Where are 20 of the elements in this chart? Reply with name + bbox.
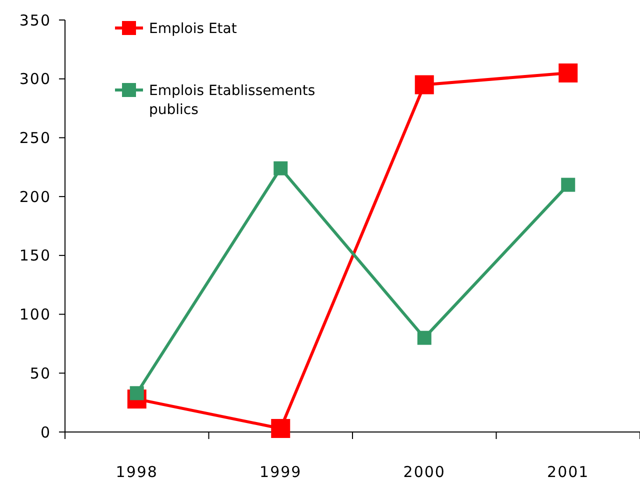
point <box>558 63 578 82</box>
x-tick-label: 1999 <box>260 463 302 481</box>
y-tick-label: 100 <box>19 306 51 324</box>
point <box>414 75 434 94</box>
x-tick-label: 1998 <box>116 463 158 481</box>
x-tick-label: 2001 <box>547 463 590 481</box>
y-tick-label: 50 <box>30 364 51 382</box>
legend-label: Emplois Etablissements publics <box>149 82 316 118</box>
y-tick-label: 300 <box>19 70 51 88</box>
point <box>274 161 288 176</box>
y-tick-label: 200 <box>19 188 51 206</box>
y-tick-label: 250 <box>19 128 51 147</box>
y-tick-label: 150 <box>19 246 51 265</box>
legend-label: Emplois Etat <box>149 20 238 37</box>
point <box>561 178 576 192</box>
point <box>271 418 290 438</box>
point <box>417 330 432 345</box>
x-tick-label: 2000 <box>403 463 446 481</box>
y-tick-label: 350 <box>19 11 51 30</box>
y-tick-label: 0 <box>40 423 51 442</box>
